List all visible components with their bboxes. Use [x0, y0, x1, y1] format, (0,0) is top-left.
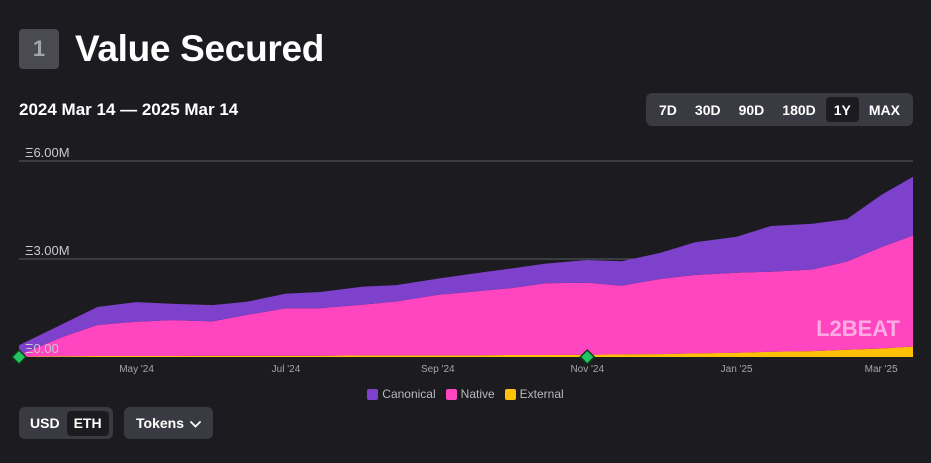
section-header: 1 Value Secured [19, 28, 324, 70]
y-tick-label: Ξ6.00M [25, 145, 70, 160]
update-marker[interactable] [579, 348, 596, 366]
y-tick-label: Ξ0.00 [25, 341, 59, 356]
timeframe-max-button[interactable]: MAX [868, 101, 900, 118]
l2beat-watermark: L2BEAT [816, 316, 900, 341]
timeframe-90d-button[interactable]: 90D [738, 101, 765, 118]
date-range-label: 2024 Mar 14 — 2025 Mar 14 [19, 100, 239, 119]
update-marker[interactable] [10, 348, 28, 366]
currency-toggle: USD ETH [19, 407, 113, 439]
timeframe-180d-button[interactable]: 180D [782, 101, 816, 118]
timeframe-1y-button[interactable]: 1Y [825, 97, 859, 122]
x-tick-label: May '24 [119, 364, 154, 375]
area-canonical [19, 176, 913, 355]
eth-button[interactable]: ETH [66, 410, 109, 436]
timeframe-selector: 7D 30D 90D 180D 1Y MAX [646, 93, 913, 126]
x-tick-label: Nov '24 [570, 364, 604, 375]
legend-item-native[interactable]: Native [445, 387, 495, 401]
legend-label-external: External [519, 387, 564, 401]
x-tick-label: Mar '25 [865, 364, 898, 375]
tokens-label: Tokens [136, 415, 184, 431]
legend-swatch-external [504, 388, 516, 400]
page-title: Value Secured [75, 28, 325, 69]
legend-swatch-canonical [367, 388, 379, 400]
usd-button[interactable]: USD [30, 415, 60, 431]
legend-label-native: Native [460, 387, 495, 401]
section-number-badge: 1 [19, 29, 59, 69]
area-external [19, 346, 913, 357]
tokens-dropdown[interactable]: Tokens [124, 407, 213, 439]
area-native [19, 235, 913, 357]
x-tick-label: Sep '24 [421, 364, 455, 375]
chart-legend: Canonical Native External [0, 387, 931, 401]
chevron-down-icon [190, 415, 201, 431]
legend-label-canonical: Canonical [382, 387, 436, 401]
x-tick-label: Jan '25 [721, 364, 753, 375]
legend-swatch-native [445, 388, 457, 400]
legend-item-canonical[interactable]: Canonical [367, 387, 436, 401]
legend-item-external[interactable]: External [504, 387, 564, 401]
x-tick-label: Jul '24 [272, 364, 301, 375]
timeframe-7d-button[interactable]: 7D [659, 101, 677, 118]
y-tick-label: Ξ3.00M [25, 243, 70, 258]
timeframe-30d-button[interactable]: 30D [694, 101, 721, 118]
value-secured-chart: Ξ0.00 Ξ3.00M Ξ6.00M May '24 Jul '24 Sep '24 No… [10, 145, 913, 375]
